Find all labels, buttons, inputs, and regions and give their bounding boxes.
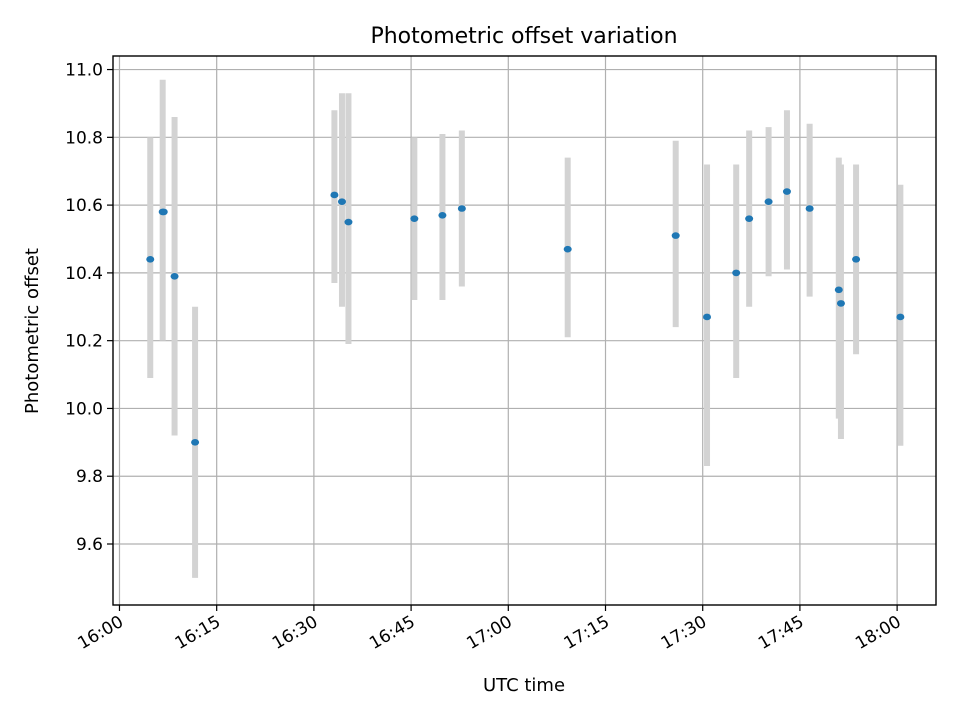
data-point — [896, 313, 905, 321]
data-point — [782, 188, 791, 195]
data-point — [330, 191, 339, 199]
x-tick-label: 17:30 — [658, 612, 710, 654]
x-tick-label: 17:45 — [755, 612, 807, 654]
plot-frame — [112, 55, 937, 606]
data-point — [146, 256, 155, 263]
data-point — [703, 313, 712, 321]
data-point — [563, 245, 572, 253]
x-tick-label: 16:00 — [75, 612, 127, 654]
error-bars — [147, 79, 904, 578]
x-tick-label: 17:15 — [561, 612, 613, 654]
y-tick-label: 10.0 — [65, 399, 103, 419]
data-point — [805, 205, 814, 212]
x-tick-label: 16:30 — [269, 612, 321, 654]
x-tick-label: 17:00 — [463, 612, 515, 654]
y-tick-label: 10.8 — [65, 128, 103, 148]
chart-title: Photometric offset variation — [370, 24, 677, 49]
x-axis-ticks: 16:00 16:15 16:30 16:45 17:00 17:15 17:30 17:45… — [75, 605, 905, 654]
y-tick-label: 9.6 — [76, 535, 103, 555]
grid-lines — [113, 56, 936, 605]
data-point — [745, 215, 754, 222]
y-tick-label: 10.6 — [65, 196, 103, 216]
x-tick-label: 18:00 — [852, 612, 904, 654]
y-axis-ticks: 9.6 9.8 10.0 10.2 10.4 10.6 10.8 11.0 — [65, 61, 113, 555]
x-tick-label: 16:45 — [366, 612, 418, 654]
data-point — [836, 300, 845, 307]
data-point — [159, 208, 168, 216]
y-tick-label: 11.0 — [65, 61, 103, 81]
data-point — [170, 272, 179, 280]
y-tick-label: 9.8 — [76, 467, 103, 487]
data-point — [438, 211, 447, 219]
y-tick-label: 10.2 — [65, 332, 103, 352]
data-point — [191, 439, 200, 446]
data-point — [764, 198, 773, 206]
data-point — [337, 198, 346, 206]
data-point — [344, 218, 353, 226]
x-axis-label: UTC time — [483, 675, 565, 696]
data-point — [457, 205, 466, 212]
data-point — [410, 215, 419, 222]
x-tick-label: 16:15 — [172, 612, 224, 654]
data-point — [671, 232, 680, 239]
data-point — [732, 269, 741, 277]
data-points — [146, 188, 905, 446]
y-tick-label: 10.4 — [65, 264, 103, 284]
data-point — [852, 256, 861, 263]
data-point — [834, 286, 843, 294]
y-axis-label: Photometric offset — [22, 248, 43, 414]
